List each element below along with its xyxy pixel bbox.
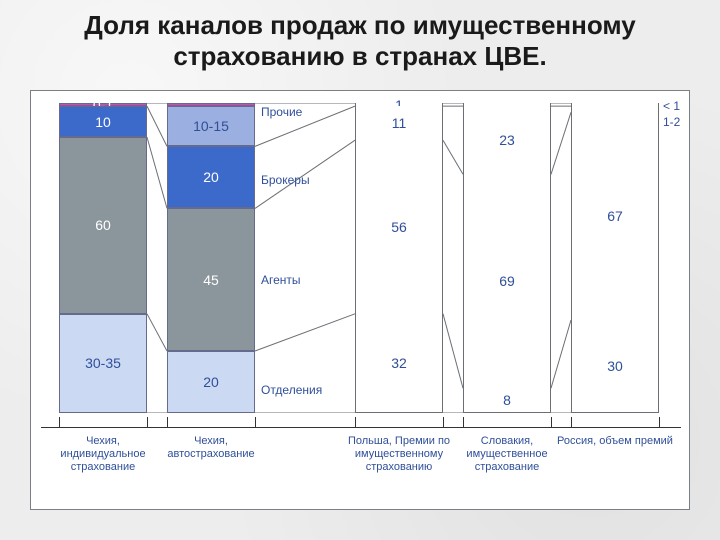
bar-segment: 20 bbox=[167, 351, 255, 413]
bar-column: 6730 bbox=[571, 103, 659, 413]
bar-segment: 45 bbox=[167, 208, 255, 351]
bar-segment: 20 bbox=[167, 146, 255, 208]
x-label: Польша, Премии по имущественному страхов… bbox=[339, 435, 459, 475]
category-labels: Прочие Брокеры Агенты Отделения bbox=[261, 103, 331, 413]
bar-column: 1115632 bbox=[355, 103, 443, 413]
bar-segment: 10 bbox=[59, 106, 147, 137]
x-tick bbox=[443, 417, 444, 427]
x-tick bbox=[659, 417, 660, 427]
bar-stack: 1115632 bbox=[355, 103, 443, 413]
x-label: Словакия, имущественное страхование bbox=[447, 435, 567, 475]
bar-segment: 32 bbox=[355, 314, 443, 413]
bar-stack: 10-15204520 bbox=[167, 103, 255, 413]
bar-segment: 23 bbox=[463, 106, 551, 174]
bar-segment: 8 bbox=[463, 388, 551, 413]
bar-segment: 56 bbox=[355, 140, 443, 314]
x-tick bbox=[355, 417, 356, 427]
x-label: Чехия, индивидуальное страхование bbox=[43, 435, 163, 475]
bar-segment: 11 bbox=[355, 106, 443, 140]
bar-segment: 10-15 bbox=[167, 106, 255, 146]
bar-stack: 6730 bbox=[571, 103, 659, 413]
x-baseline bbox=[41, 427, 681, 428]
x-label: Чехия, автострахование bbox=[151, 435, 271, 461]
x-tick bbox=[147, 417, 148, 427]
category-label: Отделения bbox=[261, 383, 322, 397]
slide: Доля каналов продаж по имущественному ст… bbox=[0, 0, 720, 540]
x-tick bbox=[59, 417, 60, 427]
title-line-2: страхованию в странах ЦВЕ. bbox=[173, 41, 546, 71]
bar-segment: 67 bbox=[571, 112, 659, 320]
x-tick bbox=[255, 417, 256, 427]
x-tick bbox=[551, 417, 552, 427]
bar-column: 23698 bbox=[463, 103, 551, 413]
bar-segment: 69 bbox=[463, 174, 551, 388]
category-label: Агенты bbox=[261, 273, 301, 287]
x-axis: Чехия, индивидуальное страхованиеЧехия, … bbox=[41, 417, 681, 507]
bar-column: 10-15204520 bbox=[167, 103, 255, 413]
page-title: Доля каналов продаж по имущественному ст… bbox=[0, 0, 720, 76]
chart-container: Прочие Брокеры Агенты Отделения 0-1106030-3… bbox=[30, 90, 690, 510]
bar-segment: 60 bbox=[59, 137, 147, 314]
x-tick bbox=[463, 417, 464, 427]
bar-column: 0-1106030-35 bbox=[59, 103, 147, 413]
right-label: < 1 bbox=[663, 99, 680, 113]
x-tick bbox=[167, 417, 168, 427]
bars-area: Прочие Брокеры Агенты Отделения 0-1106030-3… bbox=[41, 103, 681, 413]
title-line-1: Доля каналов продаж по имущественному bbox=[84, 10, 635, 40]
x-tick bbox=[571, 417, 572, 427]
right-label: 1-2 bbox=[663, 115, 680, 129]
chart-inner: Прочие Брокеры Агенты Отделения 0-1106030-3… bbox=[31, 91, 689, 509]
category-label: Брокеры bbox=[261, 173, 310, 187]
x-label: Россия, объем премий bbox=[555, 435, 675, 448]
category-label: Прочие bbox=[261, 105, 302, 119]
bar-segment: 30 bbox=[571, 320, 659, 413]
bar-stack: 23698 bbox=[463, 103, 551, 413]
bar-segment: 30-35 bbox=[59, 314, 147, 413]
bar-stack: 0-1106030-35 bbox=[59, 103, 147, 413]
